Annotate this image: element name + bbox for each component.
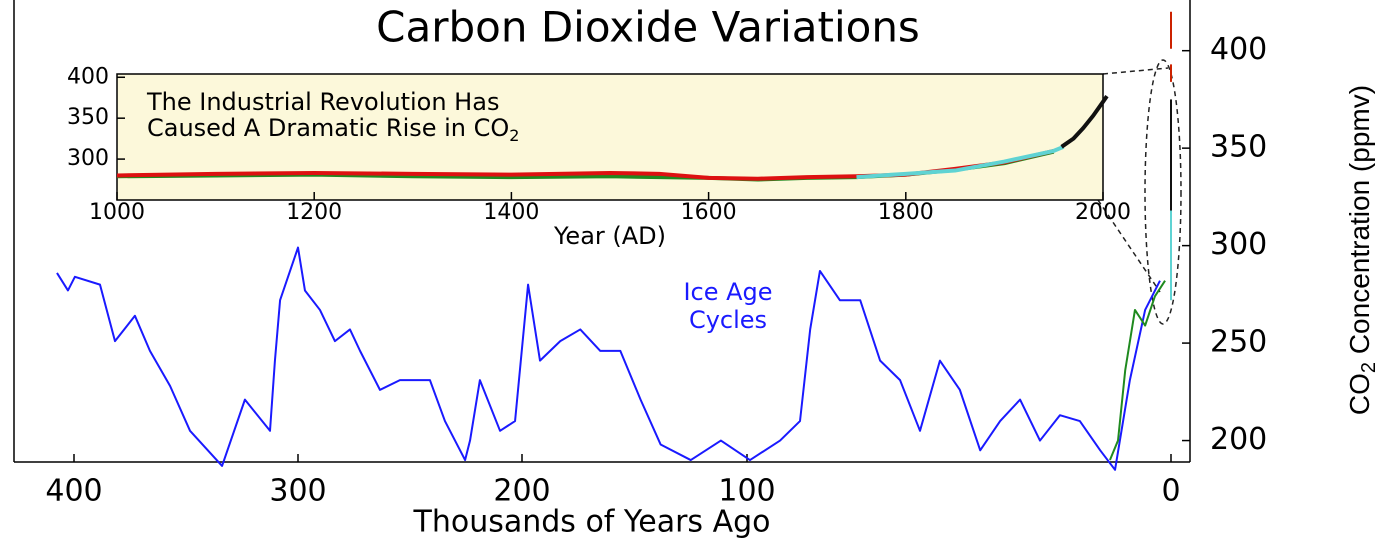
y-axis-label-part: CO xyxy=(1344,373,1375,415)
annotation: Caused A Dramatic Rise in CO2 xyxy=(147,114,519,145)
x-tick-label: 1600 xyxy=(681,200,737,225)
series-line xyxy=(56,246,1161,471)
x-tick-label: 1400 xyxy=(483,200,539,225)
plot: 1000 1200 1400 1600 1800 2000 300 350 400 Year (A… xyxy=(67,64,1131,250)
x-tick-label: 300 xyxy=(269,474,326,509)
x-tick-label: 1800 xyxy=(878,200,934,225)
zoom-connector xyxy=(1097,59,1182,325)
x-tick-label: 200 xyxy=(493,474,550,509)
y-tick-label: 200 xyxy=(1210,422,1267,457)
plot-background xyxy=(116,73,1104,201)
series-line xyxy=(856,144,1065,180)
x-tick-label: 400 xyxy=(45,474,102,509)
series-line xyxy=(1060,94,1109,149)
x-tick-label: 0 xyxy=(1161,474,1180,509)
annotation: Cycles xyxy=(689,306,767,334)
y-tick-label: 400 xyxy=(67,64,109,89)
y-axis-label-part: Concentration (ppmv) xyxy=(1344,85,1375,362)
y-axis-label-sub: 2 xyxy=(1358,362,1380,373)
x-tick-label: 1000 xyxy=(89,200,145,225)
y-tick-label: 300 xyxy=(67,146,109,171)
y-tick-label: 300 xyxy=(1210,227,1267,262)
y-tick-label: 250 xyxy=(1210,325,1267,360)
series-line xyxy=(1109,280,1166,461)
y-axis-label: CO2 Concentration (ppmv) xyxy=(1344,85,1380,415)
y-tick-label: 400 xyxy=(1210,32,1267,67)
annotation-sub: 2 xyxy=(509,126,519,145)
x-tick-label: 100 xyxy=(718,474,775,509)
x-axis-label: Year (AD) xyxy=(553,222,666,250)
x-axis-label: Thousands of Years Ago xyxy=(413,505,771,540)
y-tick-label: 350 xyxy=(1210,130,1267,165)
annotation: Ice Age xyxy=(683,278,772,306)
x-tick-label: 2000 xyxy=(1075,200,1131,225)
annotation: The Industrial Revolution Has xyxy=(146,88,499,116)
x-tick-label: 1200 xyxy=(286,200,342,225)
chart-title: Carbon Dioxide Variations xyxy=(376,3,920,52)
y-tick-label: 350 xyxy=(67,105,109,130)
